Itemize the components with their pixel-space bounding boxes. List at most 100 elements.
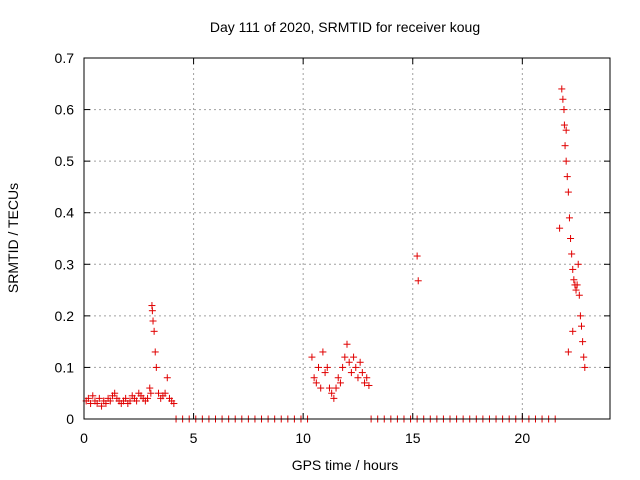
data-point bbox=[576, 312, 584, 320]
data-point bbox=[87, 400, 95, 408]
data-point bbox=[133, 397, 141, 405]
data-point bbox=[317, 384, 325, 392]
data-point bbox=[336, 379, 344, 387]
data-point bbox=[95, 394, 103, 402]
x-tick-label: 5 bbox=[190, 430, 198, 446]
y-tick-label: 0.2 bbox=[55, 308, 75, 324]
data-point bbox=[573, 281, 581, 289]
data-point bbox=[413, 252, 421, 260]
data-point bbox=[572, 286, 580, 294]
data-point bbox=[564, 348, 572, 356]
data-point bbox=[580, 353, 588, 361]
data-point bbox=[565, 214, 573, 222]
y-tick-label: 0.6 bbox=[55, 102, 75, 118]
data-point bbox=[325, 384, 333, 392]
data-point bbox=[102, 400, 110, 408]
data-point bbox=[155, 389, 163, 397]
data-point bbox=[356, 358, 364, 366]
x-tick-label: 20 bbox=[515, 430, 531, 446]
y-tick-label: 0.1 bbox=[55, 359, 75, 375]
data-point bbox=[363, 374, 371, 382]
data-point bbox=[581, 363, 589, 371]
data-point bbox=[560, 121, 568, 129]
data-point bbox=[126, 397, 134, 405]
data-point bbox=[569, 327, 577, 335]
data-point bbox=[556, 224, 564, 232]
data-point bbox=[579, 338, 587, 346]
data-point bbox=[574, 260, 582, 268]
axis-ticks: 0 0.1 0.2 0.3 0.4 0.5 0.6 0.7 0 5 10 15 20 bbox=[55, 50, 610, 446]
data-point bbox=[161, 389, 169, 397]
data-point bbox=[319, 348, 327, 356]
data-points bbox=[82, 85, 589, 423]
x-tick-label: 10 bbox=[295, 430, 311, 446]
data-point bbox=[308, 353, 316, 361]
data-point bbox=[312, 379, 320, 387]
data-point bbox=[568, 250, 576, 258]
plot-frame bbox=[83, 57, 611, 420]
data-point bbox=[354, 374, 362, 382]
data-point bbox=[170, 400, 178, 408]
data-point bbox=[345, 358, 353, 366]
data-point bbox=[148, 307, 156, 315]
data-point bbox=[570, 276, 578, 284]
data-point bbox=[150, 327, 158, 335]
data-point bbox=[569, 265, 577, 273]
y-axis-title: SRMTID / TECUs bbox=[5, 183, 21, 293]
data-point bbox=[89, 392, 97, 400]
data-point bbox=[575, 291, 583, 299]
grid bbox=[84, 58, 610, 419]
y-tick-label: 0.3 bbox=[55, 256, 75, 272]
data-point bbox=[558, 85, 566, 93]
data-point bbox=[563, 173, 571, 181]
data-point bbox=[347, 369, 355, 377]
data-point bbox=[315, 363, 323, 371]
data-point bbox=[564, 188, 572, 196]
data-point bbox=[352, 363, 360, 371]
data-point bbox=[147, 389, 155, 397]
x-tick-label: 15 bbox=[405, 430, 421, 446]
x-axis-title: GPS time / hours bbox=[292, 457, 399, 473]
data-point bbox=[334, 374, 342, 382]
data-point bbox=[163, 374, 171, 382]
data-point bbox=[323, 363, 331, 371]
x-tick-label: 0 bbox=[80, 430, 88, 446]
data-point bbox=[559, 95, 567, 103]
data-point bbox=[144, 394, 152, 402]
data-point bbox=[361, 379, 369, 387]
data-point bbox=[332, 384, 340, 392]
data-point bbox=[578, 322, 586, 330]
data-point bbox=[146, 384, 154, 392]
chart-title: Day 111 of 2020, SRMTID for receiver kou… bbox=[210, 19, 480, 35]
data-point bbox=[561, 142, 569, 150]
data-point bbox=[414, 277, 422, 285]
data-point bbox=[98, 402, 106, 410]
data-point bbox=[328, 389, 336, 397]
data-point bbox=[149, 317, 157, 325]
data-point bbox=[321, 369, 329, 377]
data-point bbox=[567, 235, 575, 242]
data-point bbox=[358, 369, 366, 377]
data-point bbox=[310, 374, 318, 382]
data-point bbox=[111, 389, 119, 397]
data-point bbox=[151, 348, 159, 356]
data-point bbox=[350, 353, 358, 361]
data-point bbox=[84, 394, 92, 402]
data-point bbox=[339, 363, 347, 371]
data-point bbox=[93, 400, 101, 408]
data-point bbox=[122, 394, 130, 402]
y-tick-label: 0.5 bbox=[55, 153, 75, 169]
data-point bbox=[106, 397, 114, 405]
y-tick-label: 0 bbox=[66, 411, 74, 427]
y-tick-label: 0.4 bbox=[55, 205, 75, 221]
data-point bbox=[560, 106, 568, 114]
y-tick-label: 0.7 bbox=[55, 50, 75, 66]
data-point bbox=[562, 126, 570, 134]
data-point bbox=[152, 363, 160, 371]
data-point bbox=[365, 381, 373, 389]
data-point bbox=[341, 353, 349, 361]
data-point bbox=[562, 157, 570, 165]
data-point bbox=[343, 340, 351, 348]
